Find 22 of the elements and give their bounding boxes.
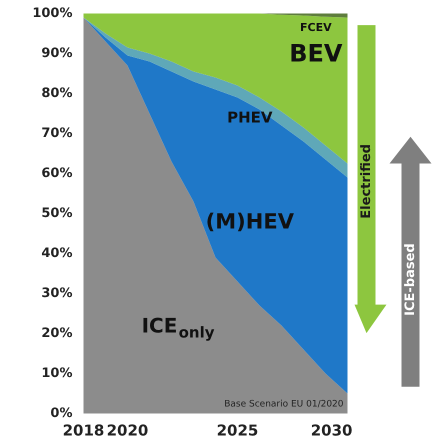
- x-tick-label: 2020: [106, 422, 148, 440]
- y-tick-label: 50%: [41, 206, 73, 221]
- y-tick-label: 30%: [41, 286, 73, 301]
- series-label: FCEV: [300, 21, 332, 34]
- y-tick-label: 10%: [41, 366, 73, 381]
- y-tick-label: 100%: [32, 6, 73, 21]
- y-tick-label: 60%: [41, 166, 73, 181]
- text: Electrified: [359, 144, 374, 219]
- y-tick-label: 0%: [50, 406, 73, 421]
- text: ICE-based: [403, 243, 418, 316]
- y-tick-label: 40%: [41, 246, 73, 261]
- x-tick-label: 2025: [216, 422, 258, 440]
- y-tick-label: 70%: [41, 126, 73, 141]
- x-tick-label: 2030: [310, 422, 352, 440]
- series-label: PHEV: [227, 108, 273, 126]
- series-label: (M)HEV: [206, 210, 295, 234]
- annotation: Base Scenario EU 01/2020: [224, 400, 344, 410]
- x-tick-label: 2018: [62, 422, 104, 440]
- y-tick-label: 90%: [41, 46, 73, 61]
- y-tick-label: 20%: [41, 326, 73, 341]
- y-tick-label: 80%: [41, 86, 73, 101]
- series-label: BEV: [289, 40, 343, 68]
